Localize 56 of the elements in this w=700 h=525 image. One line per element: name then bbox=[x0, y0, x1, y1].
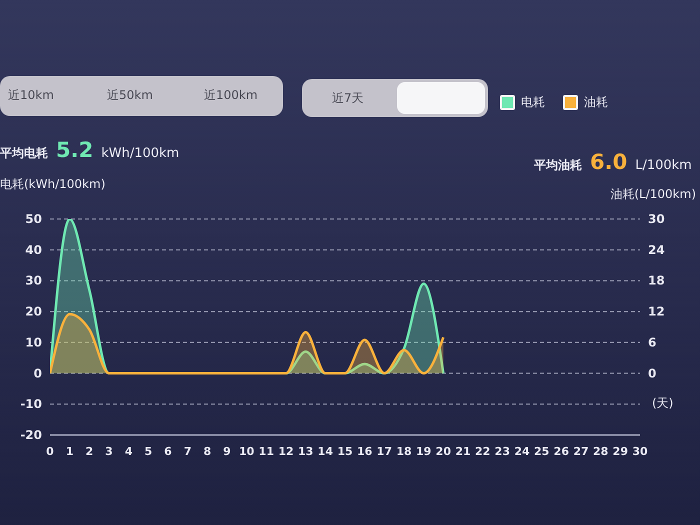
y-tick-label: 30 bbox=[25, 274, 42, 288]
x-tick-label: 30 bbox=[632, 445, 648, 458]
text: 平均电耗 5.2 kWh/100km bbox=[0, 138, 180, 162]
x-tick-label: 7 bbox=[184, 445, 192, 458]
y2-tick-label: 18 bbox=[648, 274, 665, 288]
x-tick-label: 11 bbox=[258, 445, 274, 458]
y2-tick-label: 24 bbox=[648, 242, 665, 257]
y2-tick-label: 0 bbox=[648, 366, 656, 380]
y2-tick-label: 30 bbox=[648, 212, 665, 226]
legend-label: 电耗 bbox=[521, 94, 545, 111]
x-tick-label: 24 bbox=[514, 445, 530, 458]
text: 近100km bbox=[204, 87, 258, 104]
x-tick-label: 15 bbox=[337, 445, 353, 458]
y-tick-label: 0 bbox=[34, 366, 42, 380]
y-tick-label: 50 bbox=[25, 212, 42, 226]
text: 近50km bbox=[107, 87, 153, 104]
x-tick-label: 8 bbox=[204, 445, 212, 458]
text: 近10km bbox=[8, 87, 54, 104]
x-tick-label: 9 bbox=[223, 445, 231, 458]
x-tick-label: 3 bbox=[105, 445, 113, 458]
x-tick-label: 10 bbox=[239, 445, 255, 458]
x-tick-label: 18 bbox=[396, 445, 412, 458]
x-tick-label: 12 bbox=[278, 445, 294, 458]
x-tick-label: 19 bbox=[416, 445, 432, 458]
x-tick-label: 13 bbox=[298, 445, 314, 458]
x-tick-label: 2 bbox=[86, 445, 94, 458]
y-tick-label: -10 bbox=[20, 397, 42, 412]
x-tick-label: 4 bbox=[124, 445, 133, 458]
x-tick-label: 25 bbox=[534, 445, 550, 458]
x-tick-label: 29 bbox=[612, 445, 628, 458]
x-axis-title: (天) bbox=[652, 395, 674, 412]
x-tick-label: 0 bbox=[46, 445, 54, 458]
x-tick-label: 22 bbox=[475, 445, 490, 458]
y-tick-label: 20 bbox=[25, 304, 42, 319]
x-tick-label: 1 bbox=[66, 445, 74, 458]
y-axis-title: 电耗(kWh/100km) bbox=[0, 176, 106, 193]
y-tick-label: -20 bbox=[20, 428, 42, 442]
y2-tick-label: 12 bbox=[648, 304, 665, 319]
x-tick-label: 17 bbox=[376, 445, 392, 458]
y2-axis-title: 油耗(L/100km) bbox=[610, 186, 696, 203]
text: 近7天 bbox=[332, 90, 364, 107]
x-tick-label: 23 bbox=[494, 445, 510, 458]
y2-tick-label: 6 bbox=[648, 335, 656, 350]
legend-label: 油耗 bbox=[584, 94, 608, 111]
x-tick-label: 6 bbox=[164, 445, 172, 458]
x-tick-label: 16 bbox=[357, 445, 373, 458]
x-tick-label: 27 bbox=[573, 445, 589, 458]
text: 平均油耗 6.0 L/100km bbox=[534, 150, 692, 174]
x-tick-label: 5 bbox=[144, 445, 152, 458]
x-tick-label: 20 bbox=[436, 445, 452, 458]
x-tick-label: 26 bbox=[554, 445, 570, 458]
y-tick-label: 40 bbox=[25, 242, 42, 257]
x-tick-label: 14 bbox=[318, 445, 334, 458]
y-tick-label: 10 bbox=[25, 335, 42, 350]
x-tick-label: 28 bbox=[593, 445, 608, 458]
x-tick-label: 21 bbox=[455, 445, 471, 458]
